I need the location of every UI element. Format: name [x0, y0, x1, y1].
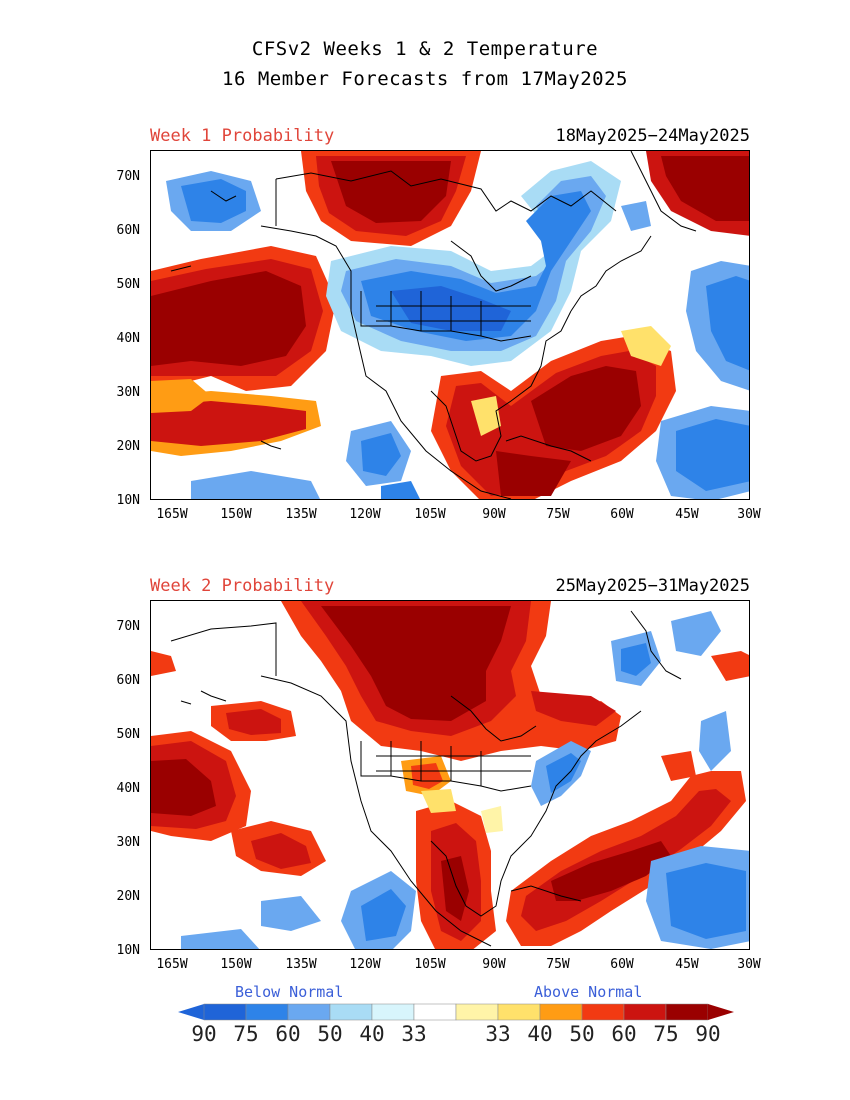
week1-label: Week 1 Probability [150, 126, 335, 146]
legend-above-label: Above Normal [534, 983, 643, 1001]
lat-label: 10N [116, 493, 140, 508]
week2-label: Week 2 Probability [150, 576, 335, 596]
legend-value: 50 [317, 1022, 343, 1046]
lon-label: 165W [156, 507, 188, 522]
lon-label: 60W [610, 957, 634, 972]
lat-label: 20N [116, 439, 140, 454]
lon-label: 45W [675, 957, 699, 972]
legend-value: 90 [695, 1022, 721, 1046]
legend-value: 60 [611, 1022, 637, 1046]
lon-label: 135W [285, 507, 317, 522]
chart-title-line2: 16 Member Forecasts from 17May2025 [222, 68, 628, 90]
lat-label: 60N [116, 223, 140, 238]
legend-value: 33 [485, 1022, 511, 1046]
legend-value: 40 [359, 1022, 385, 1046]
legend-value: 33 [401, 1022, 427, 1046]
legend-value: 90 [191, 1022, 217, 1046]
lat-label: 30N [116, 385, 140, 400]
legend-value: 60 [275, 1022, 301, 1046]
legend-swatch [455, 1003, 499, 1021]
legend-swatch [245, 1003, 289, 1021]
legend-swatch [539, 1003, 583, 1021]
lon-label: 30W [737, 957, 761, 972]
legend-swatch [581, 1003, 625, 1021]
legend-swatch [371, 1003, 415, 1021]
lat-label: 50N [116, 277, 140, 292]
legend-swatch [203, 1003, 247, 1021]
lon-label: 135W [285, 957, 317, 972]
lat-label: 20N [116, 889, 140, 904]
legend-value: 50 [569, 1022, 595, 1046]
lon-label: 90W [482, 957, 506, 972]
week1-map [150, 150, 750, 500]
legend-swatch [287, 1003, 331, 1021]
legend-swatch [665, 1003, 709, 1021]
lat-label: 30N [116, 835, 140, 850]
lon-label: 60W [610, 507, 634, 522]
color-legend [178, 1003, 734, 1021]
lon-label: 105W [414, 507, 446, 522]
lat-label: 60N [116, 673, 140, 688]
lon-label: 75W [546, 957, 570, 972]
legend-swatch [497, 1003, 541, 1021]
lon-label: 120W [349, 957, 381, 972]
legend-value: 75 [653, 1022, 679, 1046]
legend-swatch [623, 1003, 667, 1021]
lon-label: 90W [482, 507, 506, 522]
lon-label: 150W [220, 507, 252, 522]
legend-swatch [329, 1003, 373, 1021]
lon-label: 120W [349, 507, 381, 522]
lon-label: 165W [156, 957, 188, 972]
legend-swatch [413, 1003, 457, 1021]
week2-map [150, 600, 750, 950]
lat-label: 10N [116, 943, 140, 958]
legend-value: 40 [527, 1022, 553, 1046]
legend-below-label: Below Normal [235, 983, 344, 1001]
lon-label: 45W [675, 507, 699, 522]
week1-dates: 18May2025−24May2025 [555, 126, 750, 146]
lon-label: 30W [737, 507, 761, 522]
lon-label: 150W [220, 957, 252, 972]
lon-label: 75W [546, 507, 570, 522]
chart-title-line1: CFSv2 Weeks 1 & 2 Temperature [251, 38, 599, 60]
lat-label: 40N [116, 781, 140, 796]
legend-right-arrow [708, 1004, 734, 1020]
week2-dates: 25May2025−31May2025 [555, 576, 750, 596]
legend-left-arrow [178, 1004, 204, 1020]
legend-value: 75 [233, 1022, 259, 1046]
lat-label: 70N [116, 619, 140, 634]
lon-label: 105W [414, 957, 446, 972]
lat-label: 50N [116, 727, 140, 742]
lat-label: 40N [116, 331, 140, 346]
lat-label: 70N [116, 169, 140, 184]
